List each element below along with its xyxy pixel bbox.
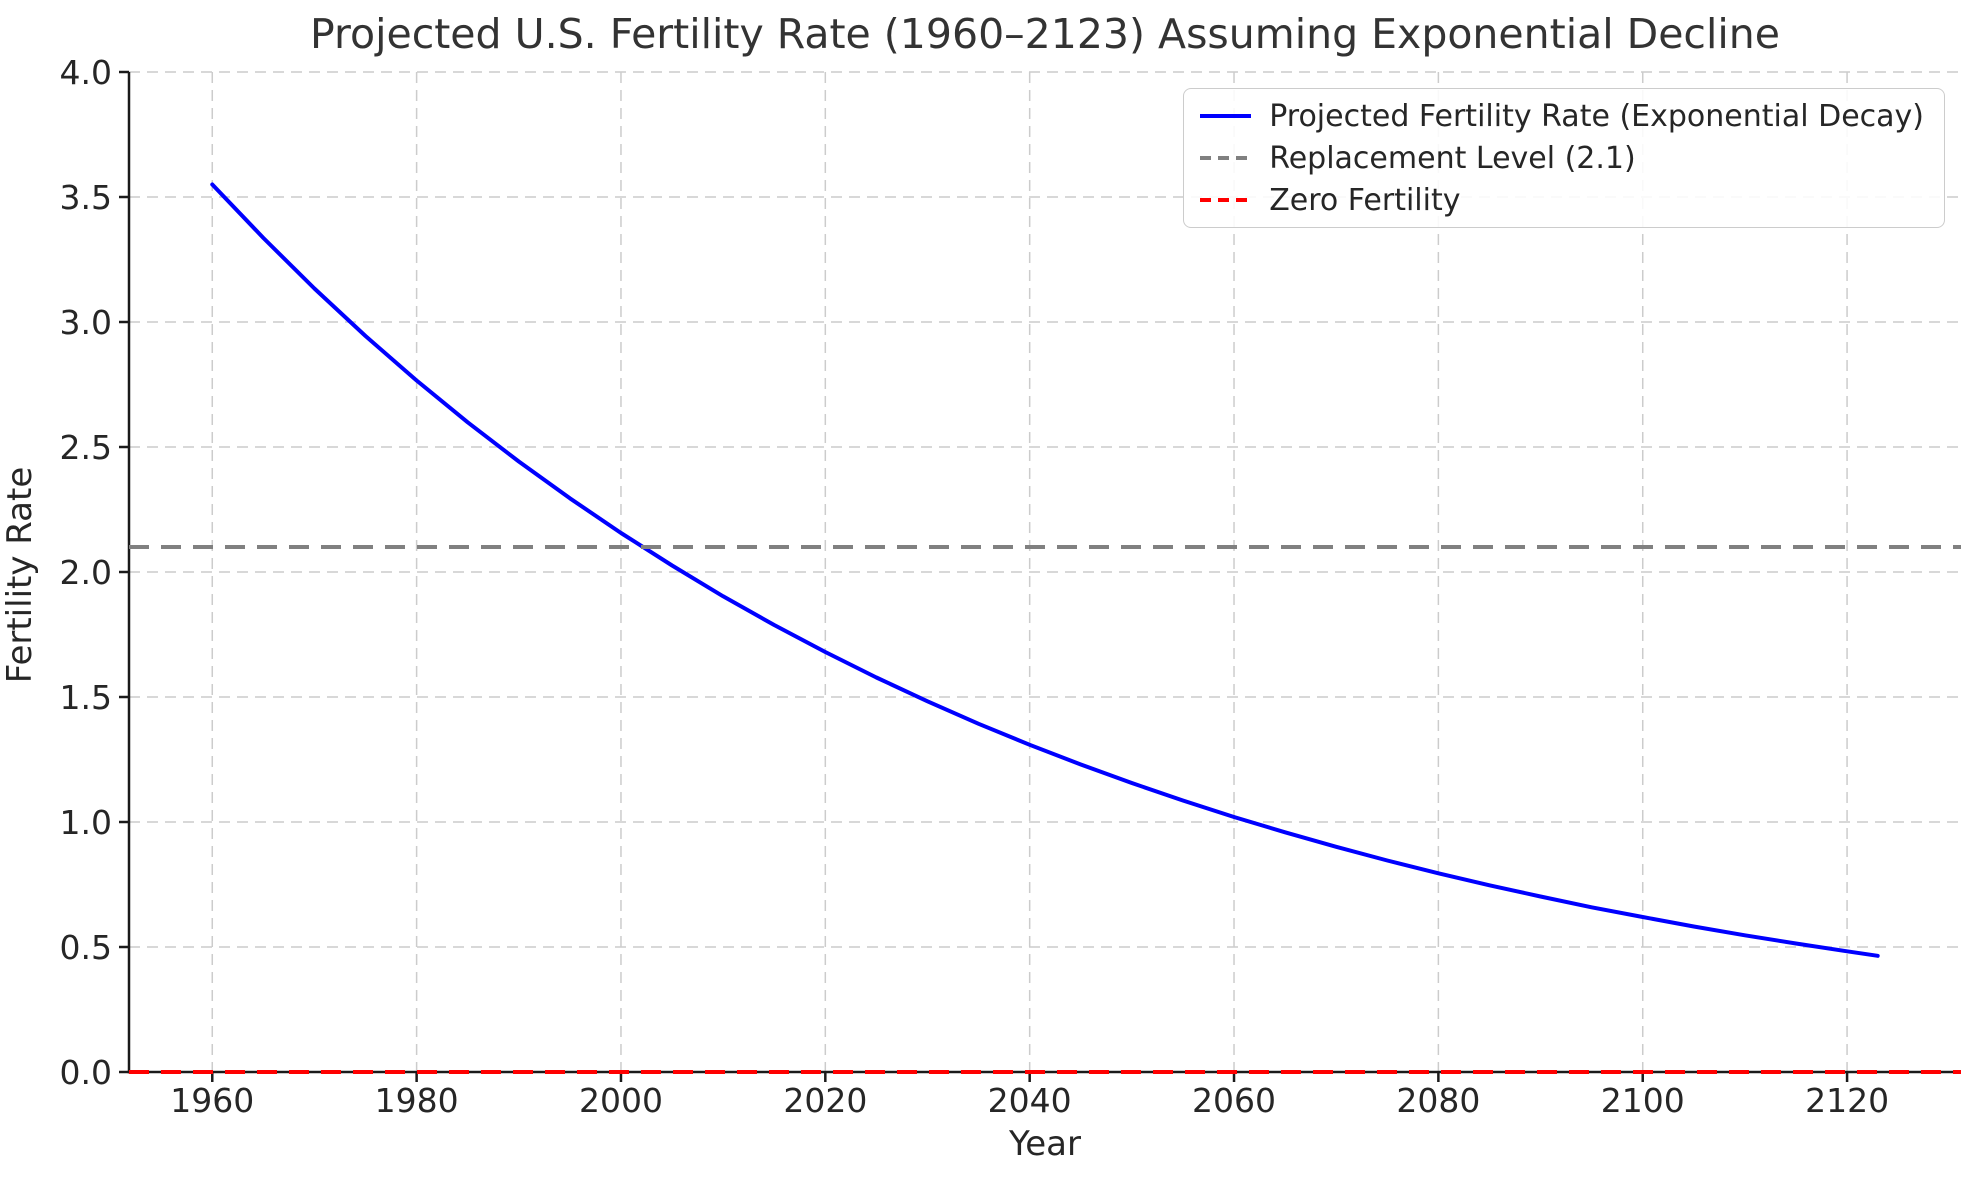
svg-text:1.5: 1.5: [60, 678, 112, 717]
svg-text:2040: 2040: [988, 1081, 1072, 1120]
svg-text:0.0: 0.0: [60, 1053, 112, 1092]
svg-text:0.5: 0.5: [60, 928, 112, 967]
svg-text:2020: 2020: [783, 1081, 867, 1120]
legend-entry-zero-fertility: Zero Fertility: [1198, 179, 1924, 221]
dashed-line-swatch-icon: [1200, 198, 1252, 202]
svg-text:1960: 1960: [170, 1081, 254, 1120]
svg-text:2080: 2080: [1396, 1081, 1480, 1120]
solid-line-swatch-icon: [1200, 114, 1252, 118]
legend-entry-projected-fertility: Projected Fertility Rate (Exponential De…: [1198, 95, 1924, 137]
legend: Projected Fertility Rate (Exponential De…: [1183, 88, 1945, 228]
chart-title: Projected U.S. Fertility Rate (1960–2123…: [310, 10, 1780, 58]
x-axis-label: Year: [1009, 1124, 1081, 1164]
legend-label: Zero Fertility: [1269, 182, 1461, 218]
svg-text:2100: 2100: [1601, 1081, 1685, 1120]
dashed-line-swatch-icon: [1200, 156, 1252, 160]
svg-text:2.5: 2.5: [60, 428, 112, 467]
y-axis-label: Fertility Rate: [0, 466, 40, 684]
svg-text:4.0: 4.0: [60, 53, 112, 92]
legend-label: Replacement Level (2.1): [1269, 140, 1636, 176]
svg-text:2060: 2060: [1192, 1081, 1276, 1120]
svg-text:2.0: 2.0: [60, 553, 112, 592]
svg-text:3.5: 3.5: [60, 178, 112, 217]
legend-label: Projected Fertility Rate (Exponential De…: [1269, 98, 1924, 134]
svg-text:2000: 2000: [579, 1081, 663, 1120]
svg-text:3.0: 3.0: [60, 303, 112, 342]
svg-text:1.0: 1.0: [60, 803, 112, 842]
legend-entry-replacement-level: Replacement Level (2.1): [1198, 137, 1924, 179]
svg-text:2120: 2120: [1805, 1081, 1889, 1120]
svg-text:1980: 1980: [375, 1081, 459, 1120]
